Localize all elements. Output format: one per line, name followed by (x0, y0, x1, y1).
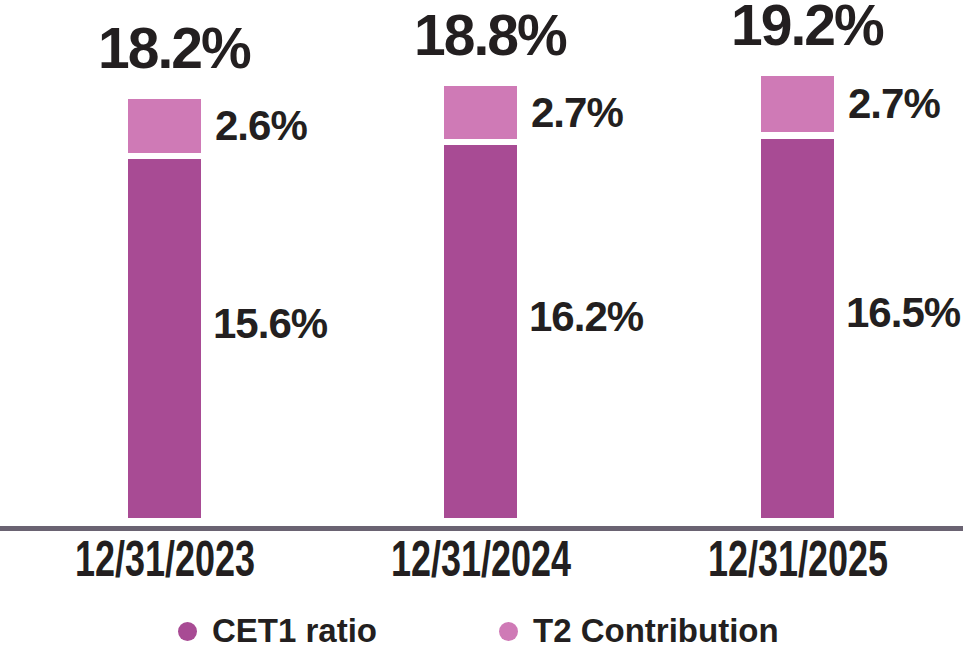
t2-value-label: 2.6% (215, 101, 307, 151)
legend-label-cet1: CET1 ratio (212, 612, 377, 650)
legend-item-t2-contribution: T2 Contribution (499, 612, 779, 650)
cet1-segment (761, 139, 834, 519)
cet1-segment (444, 145, 517, 518)
x-axis-category-label: 12/31/2024 (373, 533, 589, 585)
total-label: 18.2% (98, 19, 250, 77)
t2-value-label: 2.7% (848, 79, 940, 129)
legend-label-t2: T2 Contribution (533, 612, 779, 650)
cet1-value-label: 16.5% (846, 288, 960, 338)
t2-legend-dot-icon (499, 622, 518, 641)
legend-item-cet1-ratio: CET1 ratio (178, 612, 377, 650)
legend: CET1 ratio T2 Contribution (0, 612, 963, 650)
cet1-legend-dot-icon (178, 622, 197, 641)
total-label: 19.2% (731, 0, 883, 54)
capital-ratio-stacked-bar-chart: 18.2% 2.6% 15.6% 18.8% 2.7% 16.2% 19.2% 2.7% 16.… (0, 0, 963, 665)
cet1-segment (128, 159, 201, 518)
t2-segment (128, 99, 201, 153)
total-label: 18.8% (414, 6, 566, 64)
t2-segment (444, 86, 517, 140)
x-axis-category-label: 12/31/2025 (690, 533, 906, 585)
cet1-value-label: 16.2% (529, 292, 643, 342)
x-axis-category-label: 12/31/2023 (56, 533, 272, 585)
t2-value-label: 2.7% (531, 88, 623, 138)
t2-segment (761, 76, 834, 132)
cet1-value-label: 15.6% (213, 299, 327, 349)
